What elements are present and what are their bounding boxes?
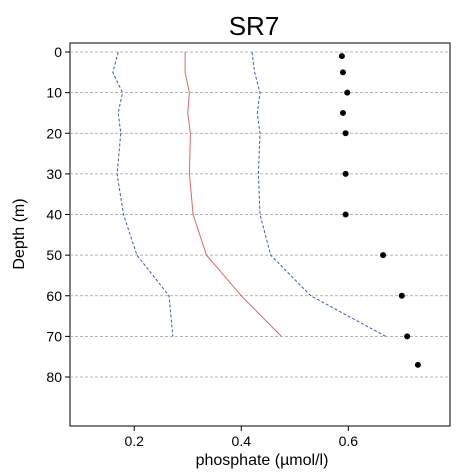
- y-tick-label-40: 40: [46, 207, 62, 223]
- chart-title: SR7: [229, 11, 280, 41]
- y-tick-label-30: 30: [46, 166, 62, 182]
- plot-frame: [69, 42, 451, 427]
- y-axis-label: Depth (m): [11, 198, 28, 269]
- y-axis-ticks: 0 10 20 30 40 50 60 70 80: [46, 44, 70, 385]
- y-tick-label-50: 50: [46, 247, 62, 263]
- gridlines: [70, 51, 450, 378]
- x-axis-ticks: 0.2 0.4 0.6: [124, 426, 358, 449]
- series-line-1: [112, 51, 174, 337]
- x-tick-label-0: 0.2: [124, 433, 144, 449]
- data-point-3-1: [339, 69, 346, 76]
- data-point-3-10: [414, 361, 421, 368]
- data-point-3-2: [344, 89, 351, 96]
- series-line-0: [184, 52, 282, 337]
- y-tick-label-0: 0: [54, 44, 62, 60]
- y-tick-label-20: 20: [46, 125, 62, 141]
- y-tick-label-70: 70: [46, 328, 62, 344]
- x-tick-label-1: 0.4: [232, 433, 252, 449]
- data-point-3-5: [342, 170, 349, 177]
- plot-area: [69, 42, 451, 427]
- data-point-3-6: [342, 211, 349, 218]
- series-line-2: [251, 51, 387, 337]
- y-tick-label-80: 80: [46, 369, 62, 385]
- x-axis-label: phosphate (µmol/l): [196, 452, 329, 469]
- data-point-3-8: [398, 292, 405, 299]
- x-tick-label-2: 0.6: [339, 433, 359, 449]
- data-point-3-7: [380, 252, 387, 259]
- data-point-3-3: [339, 109, 346, 116]
- data-point-3-4: [342, 130, 349, 137]
- data-point-3-9: [404, 333, 411, 340]
- data-series: [112, 51, 421, 368]
- y-tick-label-60: 60: [46, 288, 62, 304]
- data-point-3-0: [338, 53, 345, 60]
- y-tick-label-10: 10: [46, 85, 62, 101]
